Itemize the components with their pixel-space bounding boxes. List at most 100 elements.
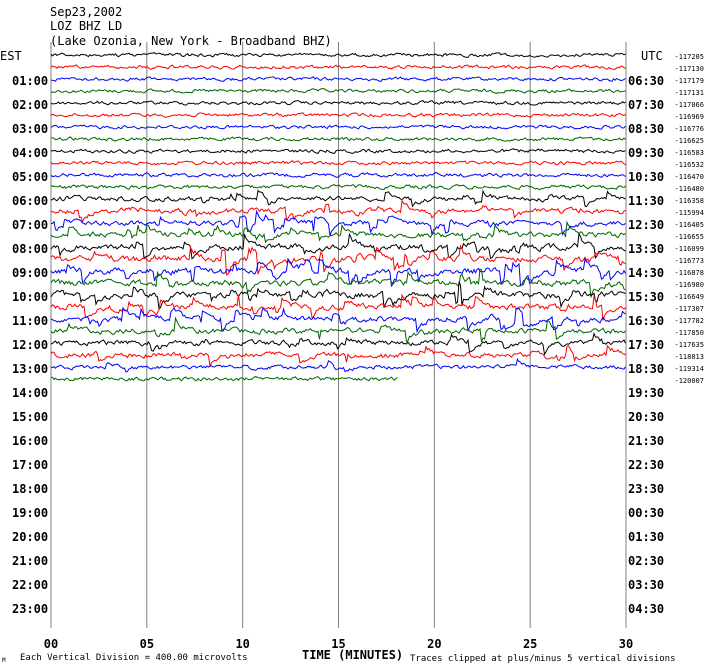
left-hour-label: 08:00 bbox=[12, 242, 48, 256]
trace-offset-label: -119314 bbox=[674, 365, 704, 373]
right-hour-label: 14:30 bbox=[628, 266, 664, 280]
x-tick-label: 05 bbox=[140, 637, 154, 651]
seismic-trace bbox=[50, 232, 626, 260]
seismic-trace bbox=[50, 306, 626, 334]
corner-mark: M bbox=[2, 657, 6, 664]
right-hour-label: 23:30 bbox=[628, 482, 664, 496]
x-tick-label: 00 bbox=[44, 637, 58, 651]
seismic-trace bbox=[51, 76, 626, 82]
seismic-trace bbox=[50, 376, 398, 382]
right-hour-label: 09:30 bbox=[628, 146, 664, 160]
right-hour-labels: 06:30 07:30 08:30 09:30 10:30 11:30 12:30 13:30… bbox=[628, 74, 664, 616]
right-hour-label: 20:30 bbox=[628, 410, 664, 424]
trace-offset-label: -116480 bbox=[674, 185, 704, 193]
left-hour-labels: 01:00 02:00 03:00 04:00 05:00 06:00 07:00 08:00… bbox=[12, 74, 48, 616]
clip-note: Traces clipped at plus/minus 5 vertical … bbox=[410, 654, 676, 664]
seismic-trace bbox=[50, 148, 626, 155]
station-location: (Lake Ozonia, New York - Broadband BHZ) bbox=[50, 34, 332, 48]
right-hour-label: 16:30 bbox=[628, 314, 664, 328]
seismic-trace bbox=[51, 189, 626, 208]
trace-offset-label: -117850 bbox=[674, 329, 704, 337]
left-hour-label: 16:00 bbox=[12, 434, 48, 448]
trace-offset-label: -117307 bbox=[674, 305, 704, 313]
trace-offset-label: -116649 bbox=[674, 293, 704, 301]
right-timezone-label: UTC bbox=[641, 49, 663, 63]
right-hour-label: 21:30 bbox=[628, 434, 664, 448]
trace-offset-label: -116532 bbox=[674, 161, 704, 169]
seismic-trace bbox=[50, 357, 626, 373]
trace-offset-label: -117130 bbox=[674, 65, 704, 73]
right-hour-label: 01:30 bbox=[628, 530, 664, 544]
left-hour-label: 02:00 bbox=[12, 98, 48, 112]
trace-offset-label: -118813 bbox=[674, 353, 704, 361]
right-hour-label: 07:30 bbox=[628, 98, 664, 112]
x-axis-ticks: 00 05 10 15 20 25 30 bbox=[44, 637, 633, 651]
seismic-trace bbox=[50, 64, 626, 70]
right-hour-label: 19:30 bbox=[628, 386, 664, 400]
vertical-grid bbox=[50, 42, 627, 628]
seismic-trace bbox=[50, 220, 626, 244]
left-timezone-label: EST bbox=[0, 49, 22, 63]
seismic-trace bbox=[50, 316, 626, 343]
left-hour-label: 14:00 bbox=[12, 386, 48, 400]
seismic-trace bbox=[50, 160, 626, 166]
right-hour-label: 02:30 bbox=[628, 554, 664, 568]
trace-offset-label: -116405 bbox=[674, 221, 704, 229]
station-code: LOZ BHZ LD bbox=[50, 19, 122, 33]
left-hour-label: 09:00 bbox=[12, 266, 48, 280]
seismic-trace bbox=[50, 331, 626, 356]
trace-offset-label: -117066 bbox=[674, 101, 704, 109]
left-hour-label: 23:00 bbox=[12, 602, 48, 616]
trace-offset-label: -116583 bbox=[674, 149, 704, 157]
left-hour-label: 20:00 bbox=[12, 530, 48, 544]
trace-offset-label: -117782 bbox=[674, 317, 704, 325]
left-hour-label: 15:00 bbox=[12, 410, 48, 424]
seismic-trace bbox=[50, 52, 626, 58]
seismic-trace bbox=[50, 244, 626, 276]
left-hour-label: 22:00 bbox=[12, 578, 48, 592]
trace-offset-label: -115994 bbox=[674, 209, 704, 217]
trace-offset-label: -116358 bbox=[674, 197, 704, 205]
seismic-trace bbox=[50, 293, 626, 321]
trace-offset-label: -116470 bbox=[674, 173, 704, 181]
right-hour-label: 04:30 bbox=[628, 602, 664, 616]
left-hour-label: 07:00 bbox=[12, 218, 48, 232]
right-hour-label: 10:30 bbox=[628, 170, 664, 184]
left-hour-label: 19:00 bbox=[12, 506, 48, 520]
seismic-trace bbox=[50, 88, 626, 94]
trace-offset-label: -117205 bbox=[674, 53, 704, 61]
trace-offset-label: -116878 bbox=[674, 269, 704, 277]
left-hour-label: 17:00 bbox=[12, 458, 48, 472]
x-tick-label: 25 bbox=[523, 637, 537, 651]
left-hour-label: 10:00 bbox=[12, 290, 48, 304]
trace-offset-label: -117179 bbox=[674, 77, 704, 85]
right-hour-label: 17:30 bbox=[628, 338, 664, 352]
trace-offset-label: -120007 bbox=[674, 377, 704, 385]
right-hour-label: 22:30 bbox=[628, 458, 664, 472]
left-hour-label: 11:00 bbox=[12, 314, 48, 328]
trace-offset-label: -116625 bbox=[674, 137, 704, 145]
left-hour-label: 06:00 bbox=[12, 194, 48, 208]
seismic-trace bbox=[50, 344, 626, 367]
x-axis-title: TIME (MINUTES) bbox=[302, 648, 403, 662]
right-hour-label: 11:30 bbox=[628, 194, 664, 208]
left-hour-label: 03:00 bbox=[12, 122, 48, 136]
chart-date: Sep23,2002 bbox=[50, 5, 122, 19]
seismic-trace bbox=[50, 281, 626, 311]
seismic-trace bbox=[51, 136, 626, 142]
trace-offset-label: -116969 bbox=[674, 113, 704, 121]
seismic-trace bbox=[50, 199, 626, 224]
left-hour-label: 18:00 bbox=[12, 482, 48, 496]
trace-offset-label: -116099 bbox=[674, 245, 704, 253]
right-hour-label: 08:30 bbox=[628, 122, 664, 136]
seismic-trace bbox=[50, 112, 626, 118]
right-hour-label: 12:30 bbox=[628, 218, 664, 232]
seismic-trace bbox=[50, 268, 626, 298]
seismic-trace bbox=[50, 171, 626, 178]
left-hour-label: 12:00 bbox=[12, 338, 48, 352]
right-hour-label: 18:30 bbox=[628, 362, 664, 376]
right-hour-label: 00:30 bbox=[628, 506, 664, 520]
trace-offset-label: -117131 bbox=[674, 89, 704, 97]
trace-offset-label: -116655 bbox=[674, 233, 704, 241]
trace-offset-label: -116980 bbox=[674, 281, 704, 289]
